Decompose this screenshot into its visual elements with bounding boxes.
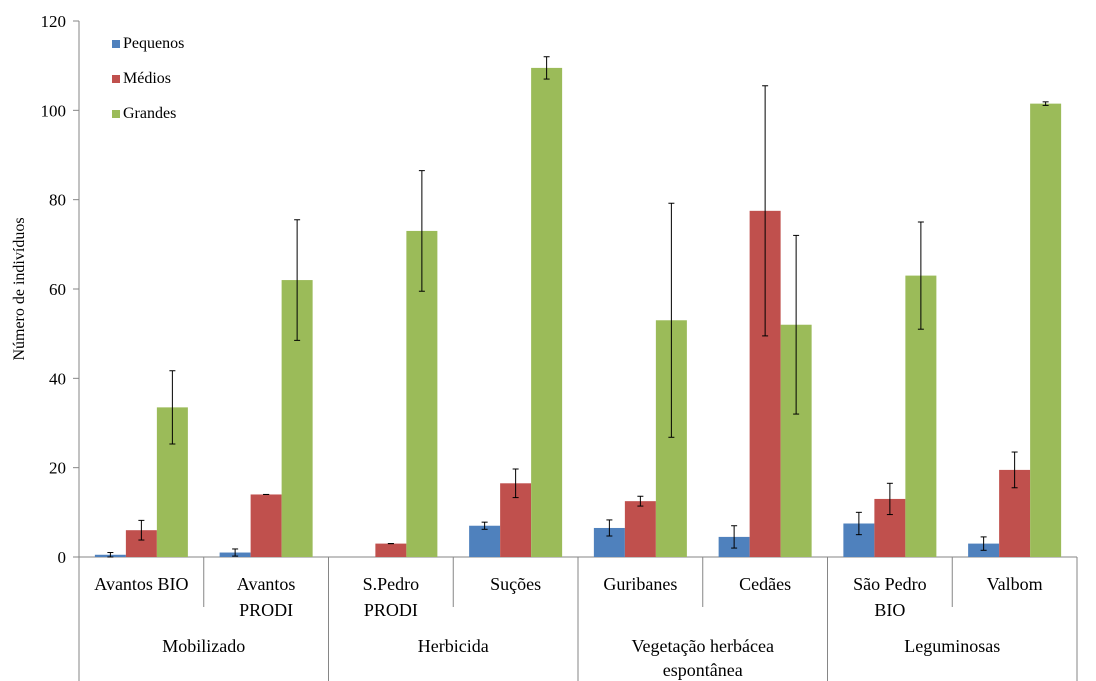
error-bar-pequenos-4 [606,519,613,537]
y-tick-label: 20 [49,459,66,478]
category-label: S.Pedro [363,574,420,594]
legend-label-pequenos: Pequenos [123,35,184,52]
error-bars [107,56,1049,558]
error-bar-grandes-3 [543,56,550,80]
x-axis-labels: Avantos BIO Avantos PRODI S.Pedro PRODI Suçõe… [94,574,1042,680]
error-bar-médios-5 [762,85,769,337]
y-tick-label: 80 [49,191,66,210]
error-bar-pequenos-5 [731,525,738,549]
error-bar-pequenos-0 [107,552,114,558]
legend-swatch-médios [112,75,120,83]
category-label: Suções [490,574,541,594]
error-bar-pequenos-7 [980,536,987,551]
category-label: Avantos BIO [94,574,188,594]
error-bar-pequenos-3 [481,521,488,530]
bar-grandes-7 [1030,103,1062,557]
y-tick-label: 40 [49,369,66,388]
group-label: Mobilizado [162,636,245,656]
bar-grandes-3 [531,67,563,558]
y-tick-label: 60 [49,280,66,299]
error-bar-grandes-0 [169,370,176,445]
error-bar-grandes-4 [668,202,675,438]
error-bar-grandes-1 [294,219,301,341]
legend-swatch-grandes [112,110,120,118]
error-bar-médios-6 [886,482,893,516]
bar-médios-1 [250,494,282,557]
error-bar-médios-4 [637,495,644,507]
bar-médios-2 [375,543,407,557]
error-bar-médios-3 [512,468,519,499]
error-bar-médios-7 [1011,451,1018,489]
y-axis-title: Número de indivíduos [11,217,28,360]
error-bar-grandes-7 [1042,101,1049,106]
error-bar-médios-0 [138,519,145,541]
legend-label-grandes: Grandes [123,105,176,122]
category-label: Avantos [237,574,296,594]
error-bar-grandes-6 [917,221,924,330]
category-label: PRODI [364,600,418,620]
category-label: Valbom [987,574,1043,594]
error-bar-pequenos-6 [855,511,862,536]
y-tick-label: 120 [41,12,67,31]
category-label: São Pedro [853,574,927,594]
category-label: Guribanes [603,574,677,594]
y-tick-label: 100 [41,101,67,120]
category-label: Cedães [739,574,791,594]
legend-label-médios: Médios [123,70,171,87]
bar-pequenos-3 [469,525,501,557]
group-label: Herbicida [418,636,489,656]
legend: Pequenos Médios Grandes [112,35,184,122]
error-bar-grandes-2 [418,170,425,292]
group-label: Vegetação herbácea [632,636,774,656]
group-label: espontânea [663,660,743,680]
error-bar-pequenos-1 [232,548,239,557]
error-bar-grandes-5 [793,234,800,415]
legend-swatch-pequenos [112,40,120,48]
group-label: Leguminosas [904,636,1000,656]
bars [94,67,1062,558]
y-tick-label: 0 [58,548,67,567]
category-label: BIO [874,600,905,620]
bar-médios-4 [624,501,656,557]
category-label: PRODI [239,600,293,620]
